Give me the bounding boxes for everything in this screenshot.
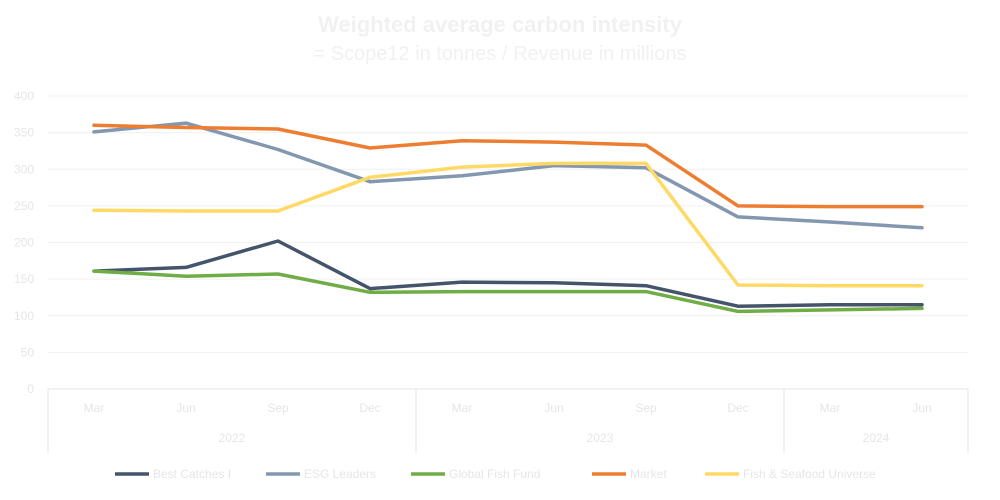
x-tick-label: Jun	[176, 401, 195, 415]
y-tick-label: 300	[14, 162, 34, 176]
legend-label: Fish & Seafood Universe	[743, 467, 876, 481]
y-tick-label: 100	[14, 309, 34, 323]
y-tick-label: 350	[14, 126, 34, 140]
y-tick-label: 250	[14, 199, 34, 213]
x-tick-label: Sep	[635, 401, 657, 415]
series-line	[92, 269, 924, 314]
y-tick-label: 200	[14, 236, 34, 250]
x-tick-label: Dec	[359, 401, 380, 415]
x-tick-label: Mar	[820, 401, 841, 415]
chart-subtitle: = Scope12 in tonnes / Revenue in million…	[313, 43, 687, 65]
x-group-label: 2023	[587, 431, 614, 445]
chart-title: Weighted average carbon intensity	[318, 12, 682, 37]
x-group-label: 2022	[219, 431, 246, 445]
series-line	[92, 121, 924, 230]
chart-title-block: Weighted average carbon intensity = Scop…	[0, 10, 1000, 68]
x-tick-label: Jun	[912, 401, 931, 415]
y-tick-label: 50	[21, 345, 35, 359]
legend-label: Global Fish Fund	[449, 467, 540, 481]
series-line	[92, 123, 924, 209]
series-line	[92, 161, 924, 288]
legend-label: Market	[630, 467, 667, 481]
series-line	[92, 239, 924, 308]
x-tick-label: Jun	[544, 401, 563, 415]
x-tick-label: Mar	[84, 401, 105, 415]
x-tick-label: Sep	[267, 401, 289, 415]
x-tick-label: Mar	[452, 401, 473, 415]
y-tick-label: 400	[14, 89, 34, 103]
x-tick-label: Dec	[727, 401, 748, 415]
legend-label: ESG Leaders	[304, 467, 376, 481]
legend-label: Best Catches I	[153, 467, 231, 481]
y-tick-label: 0	[27, 382, 34, 396]
y-tick-label: 150	[14, 272, 34, 286]
x-group-label: 2024	[863, 431, 890, 445]
